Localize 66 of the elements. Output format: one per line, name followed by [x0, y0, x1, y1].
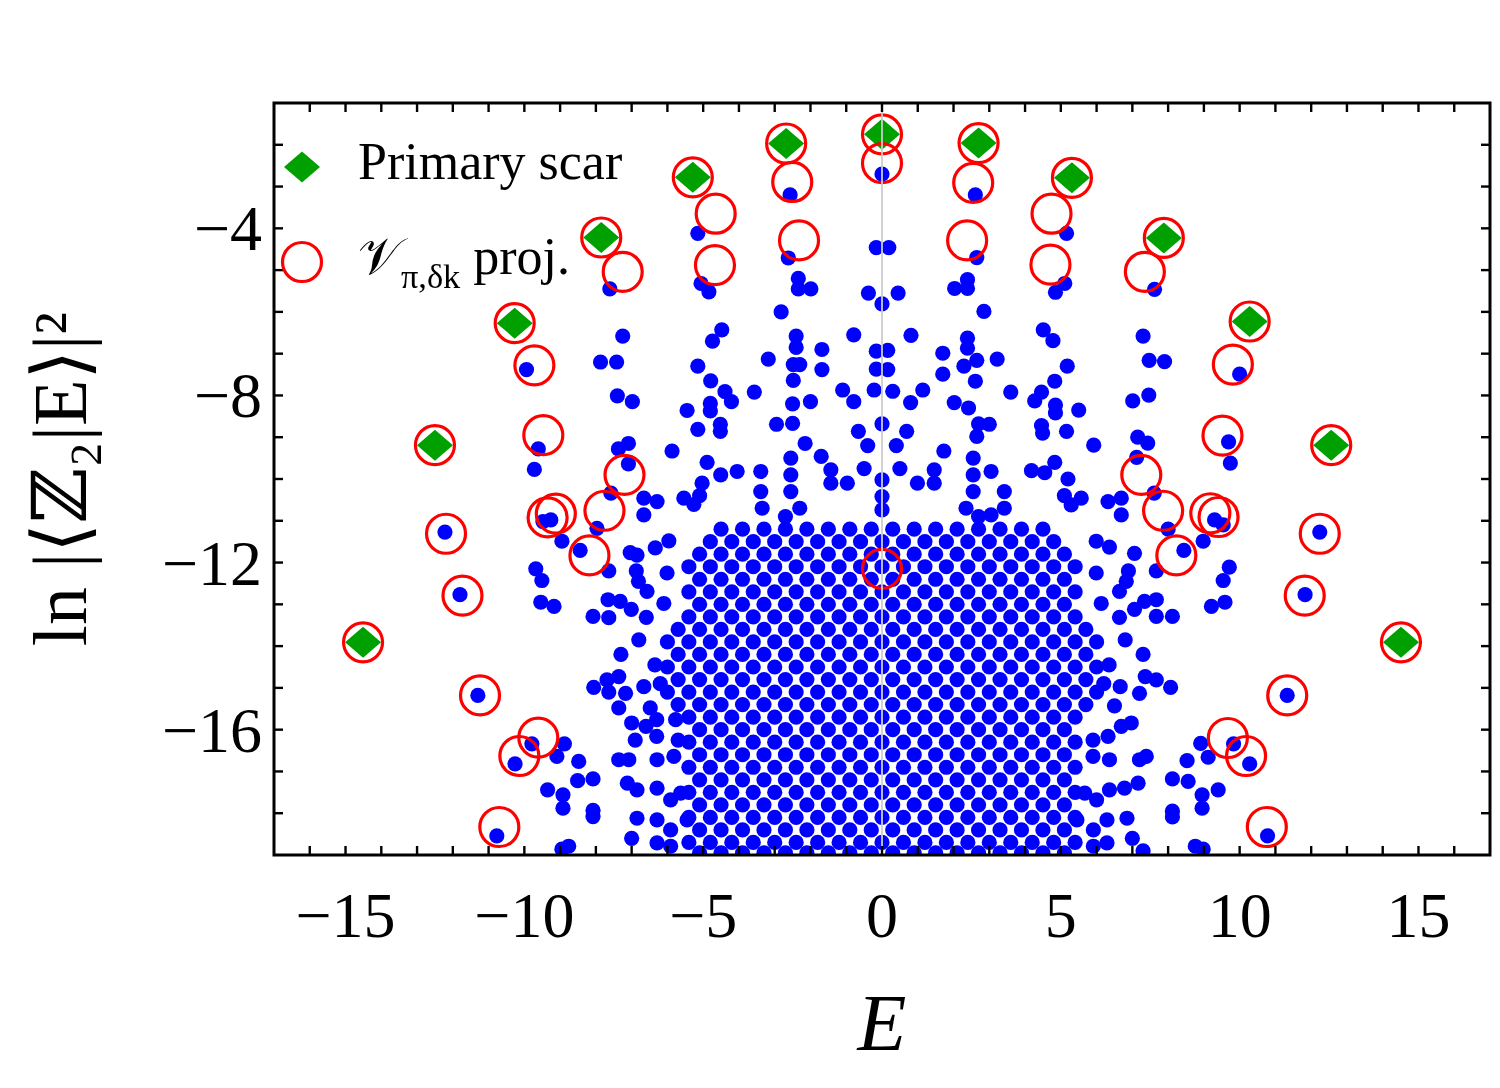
x-tick-label: 0: [866, 880, 898, 951]
point: [1142, 489, 1185, 532]
legend-label: 𝒱$_{π,δk}$ proj.: [358, 228, 570, 295]
x-tick-label: −5: [669, 880, 738, 951]
y-axis-title: ln |⟨ℤ₂|E⟩|²: [18, 311, 102, 647]
point: [1123, 250, 1166, 293]
point: [1266, 674, 1309, 717]
y-tick-label: −4: [193, 193, 262, 265]
point: [1029, 243, 1072, 286]
point: [513, 344, 556, 387]
point: [534, 492, 577, 535]
point: [860, 113, 904, 156]
point: [952, 161, 995, 204]
point: [413, 424, 457, 467]
point: [580, 216, 623, 259]
point: [1224, 734, 1268, 778]
point: [1155, 534, 1198, 577]
point: [1050, 156, 1094, 199]
point: [1245, 805, 1288, 849]
point: [498, 734, 541, 778]
point: [526, 496, 569, 539]
point: [603, 453, 646, 496]
point: [1379, 621, 1423, 664]
x-tick-label: 5: [1044, 880, 1077, 951]
x-tick-label: −15: [295, 880, 396, 951]
point: [568, 534, 611, 577]
point: [860, 547, 904, 590]
point: [957, 122, 1000, 165]
x-tick-label: −10: [474, 880, 575, 951]
point: [1228, 300, 1271, 343]
point: [1201, 414, 1244, 457]
point: [341, 621, 385, 664]
point: [424, 512, 468, 555]
point: [1030, 192, 1073, 235]
point: [601, 250, 644, 293]
point: [583, 489, 626, 532]
point: [946, 219, 989, 262]
point: [777, 219, 821, 262]
point: [493, 302, 536, 345]
point: [522, 414, 565, 457]
y-tick-label: −8: [193, 360, 262, 432]
point: [1120, 453, 1163, 496]
point: [458, 674, 502, 717]
legend-label: Primary scar: [358, 133, 623, 190]
point: [771, 160, 814, 204]
point: [441, 574, 484, 617]
point: [1206, 716, 1249, 760]
point: [1283, 574, 1326, 617]
point: [1142, 216, 1185, 260]
y-tick-label: −16: [161, 694, 262, 766]
point: [478, 805, 521, 849]
point: [765, 122, 808, 165]
point: [860, 142, 904, 185]
point: [517, 716, 560, 759]
x-tick-label: 15: [1386, 880, 1451, 951]
point: [1189, 492, 1232, 535]
y-tick-label: −12: [161, 527, 262, 599]
x-tick-label: 10: [1207, 880, 1272, 951]
point: [694, 192, 737, 235]
point: [671, 156, 714, 199]
point: [1211, 343, 1254, 386]
point: [1197, 495, 1240, 539]
point: [693, 244, 737, 287]
point: [1298, 512, 1341, 555]
x-axis-title: E: [856, 979, 907, 1067]
point: [1310, 424, 1353, 467]
